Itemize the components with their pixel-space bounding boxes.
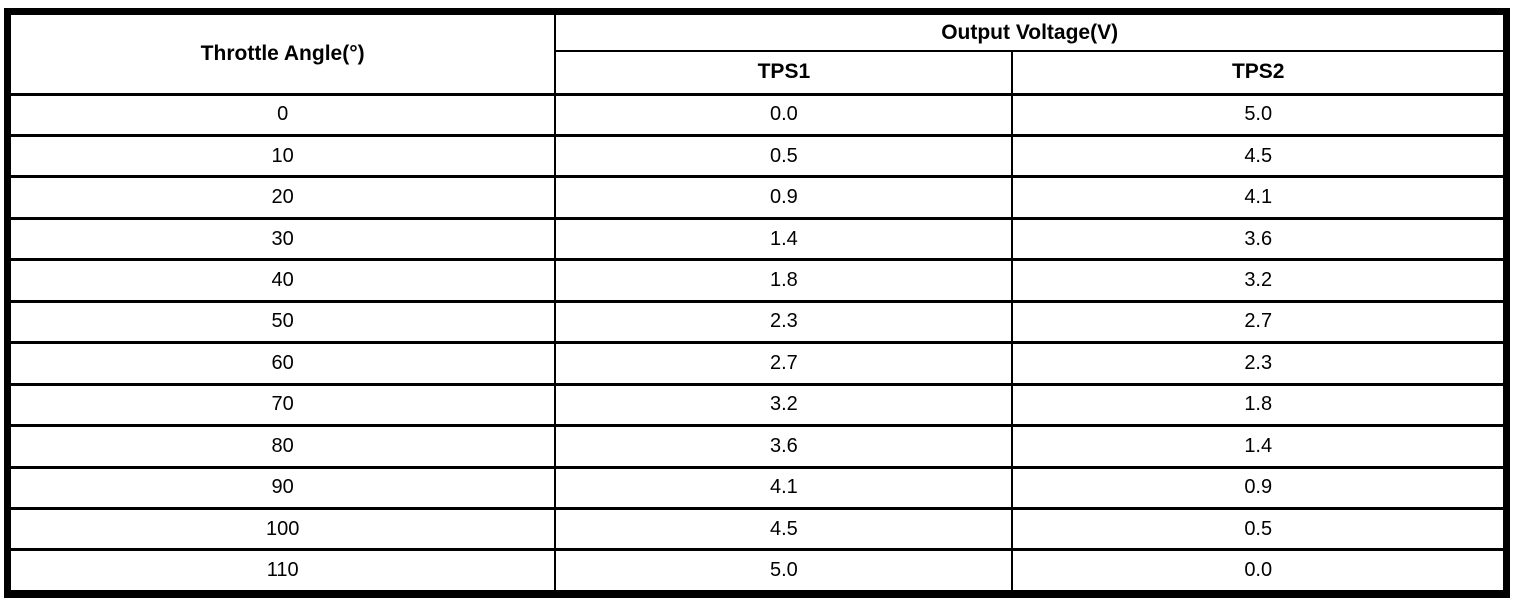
cell-angle: 40 — [8, 258, 557, 303]
header-tps1: TPS1 — [554, 50, 1014, 95]
cell-angle: 0 — [8, 92, 557, 137]
cell-tps1: 3.6 — [554, 424, 1014, 469]
table-body: 0 0.0 5.0 10 0.5 4.5 20 0.9 4.1 30 1.4 3.6 40 1.8 3.2 5… — [8, 92, 1505, 593]
cell-tps2: 1.4 — [1011, 424, 1505, 469]
cell-tps1: 0.0 — [554, 92, 1014, 137]
header-output-voltage: Output Voltage(V) — [554, 13, 1505, 52]
cell-tps2: 3.6 — [1011, 216, 1505, 262]
cell-tps1: 4.5 — [554, 507, 1014, 552]
cell-tps1: 2.7 — [554, 341, 1014, 386]
cell-angle: 100 — [8, 507, 557, 552]
cell-angle: 70 — [8, 382, 557, 428]
header-group-row: Throttle Angle(°) Output Voltage(V) — [8, 13, 1505, 95]
cell-tps2: 3.2 — [1011, 258, 1505, 303]
cell-angle: 60 — [8, 341, 557, 386]
table-row: 110 5.0 0.0 — [8, 548, 1505, 593]
table-row: 30 1.4 3.6 — [8, 216, 1505, 262]
table-header: Throttle Angle(°) Output Voltage(V) TPS1… — [8, 13, 1505, 95]
cell-tps1: 1.8 — [554, 258, 1014, 303]
cell-angle: 20 — [8, 175, 557, 220]
table-row: 0 0.0 5.0 — [8, 92, 1505, 137]
table-row: 60 2.7 2.3 — [8, 341, 1505, 386]
throttle-voltage-table: Throttle Angle(°) Output Voltage(V) TPS1… — [8, 13, 1505, 593]
cell-angle: 90 — [8, 465, 557, 511]
cell-tps1: 0.5 — [554, 133, 1014, 179]
header-sub-row: TPS1 TPS2 — [10, 50, 1505, 95]
cell-angle: 110 — [8, 548, 557, 593]
table-row: 40 1.8 3.2 — [8, 258, 1505, 303]
cell-tps2: 0.0 — [1011, 548, 1505, 593]
cell-tps1: 0.9 — [554, 175, 1014, 220]
cell-tps1: 4.1 — [554, 465, 1014, 511]
cell-tps1: 1.4 — [554, 216, 1014, 262]
cell-angle: 50 — [8, 299, 557, 345]
cell-tps2: 4.5 — [1011, 133, 1505, 179]
cell-tps2: 1.8 — [1011, 382, 1505, 428]
cell-angle: 80 — [8, 424, 557, 469]
cell-tps2: 4.1 — [1011, 175, 1505, 220]
table-row: 70 3.2 1.8 — [8, 382, 1505, 428]
spec-table-frame: Throttle Angle(°) Output Voltage(V) TPS1… — [4, 8, 1510, 598]
table-row: 80 3.6 1.4 — [8, 424, 1505, 469]
table-row: 50 2.3 2.7 — [8, 299, 1505, 345]
cell-tps2: 5.0 — [1011, 92, 1505, 137]
cell-tps1: 2.3 — [554, 299, 1014, 345]
cell-tps2: 0.5 — [1011, 507, 1505, 552]
table-row: 20 0.9 4.1 — [8, 175, 1505, 220]
cell-tps2: 0.9 — [1011, 465, 1505, 511]
cell-angle: 10 — [8, 133, 557, 179]
table-row: 10 0.5 4.5 — [8, 133, 1505, 179]
table-row: 90 4.1 0.9 — [8, 465, 1505, 511]
cell-angle: 30 — [8, 216, 557, 262]
cell-tps2: 2.7 — [1011, 299, 1505, 345]
cell-tps2: 2.3 — [1011, 341, 1505, 386]
cell-tps1: 3.2 — [554, 382, 1014, 428]
cell-tps1: 5.0 — [554, 548, 1014, 593]
table-row: 100 4.5 0.5 — [8, 507, 1505, 552]
header-throttle-angle: Throttle Angle(°) — [8, 13, 557, 95]
header-tps2: TPS2 — [1011, 50, 1505, 95]
